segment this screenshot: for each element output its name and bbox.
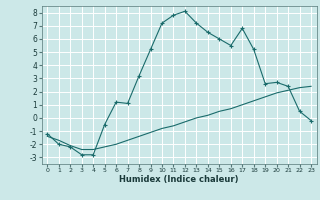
X-axis label: Humidex (Indice chaleur): Humidex (Indice chaleur) (119, 175, 239, 184)
